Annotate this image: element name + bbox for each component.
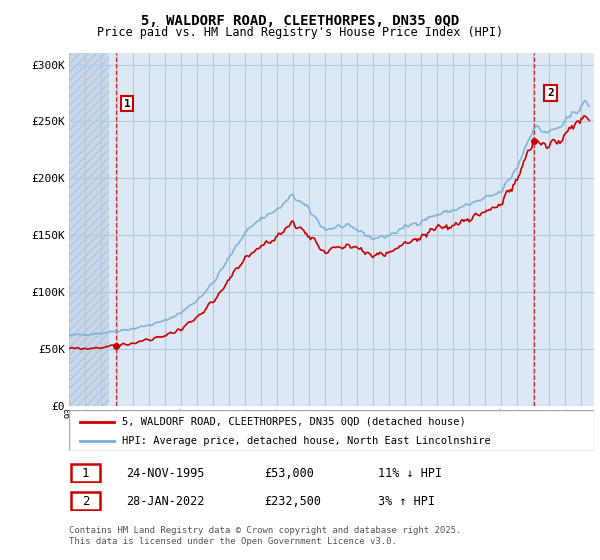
- Bar: [69, 53, 109, 406]
- Text: £232,500: £232,500: [264, 494, 321, 508]
- Text: 28-JAN-2022: 28-JAN-2022: [126, 494, 205, 508]
- Text: 5, WALDORF ROAD, CLEETHORPES, DN35 0QD (detached house): 5, WALDORF ROAD, CLEETHORPES, DN35 0QD (…: [121, 417, 465, 427]
- FancyBboxPatch shape: [69, 410, 594, 451]
- FancyBboxPatch shape: [71, 464, 100, 482]
- Text: 2: 2: [547, 88, 554, 98]
- Text: 3% ↑ HPI: 3% ↑ HPI: [378, 494, 435, 508]
- FancyBboxPatch shape: [71, 492, 100, 510]
- Text: 2: 2: [82, 494, 89, 508]
- Text: Contains HM Land Registry data © Crown copyright and database right 2025.
This d: Contains HM Land Registry data © Crown c…: [69, 526, 461, 546]
- Text: 5, WALDORF ROAD, CLEETHORPES, DN35 0QD: 5, WALDORF ROAD, CLEETHORPES, DN35 0QD: [141, 14, 459, 28]
- Text: £53,000: £53,000: [264, 466, 314, 480]
- Text: 1: 1: [124, 99, 130, 109]
- Text: 11% ↓ HPI: 11% ↓ HPI: [378, 466, 442, 480]
- Text: Price paid vs. HM Land Registry's House Price Index (HPI): Price paid vs. HM Land Registry's House …: [97, 26, 503, 39]
- Text: 1: 1: [82, 466, 89, 480]
- Text: HPI: Average price, detached house, North East Lincolnshire: HPI: Average price, detached house, Nort…: [121, 436, 490, 446]
- Text: 24-NOV-1995: 24-NOV-1995: [126, 466, 205, 480]
